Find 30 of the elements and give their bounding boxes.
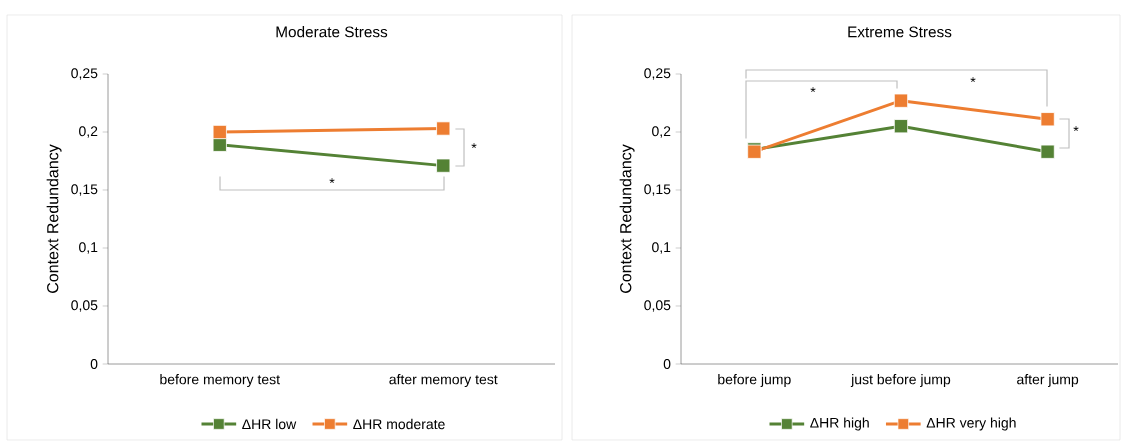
annotation: * [810, 87, 816, 93]
y-axis-title: Context Redundancy [46, 144, 62, 293]
annotation: * [329, 178, 335, 184]
legend-label: ΔHR moderate [353, 418, 445, 430]
y-tick-label: 0,15 [71, 184, 98, 196]
y-tick-label: 0,1 [79, 242, 98, 254]
x-tick-label: before memory test [160, 374, 280, 388]
y-tick-label: 0,1 [652, 242, 671, 254]
y-tick-label: 0,05 [644, 300, 671, 312]
y-tick-label: 0 [663, 359, 671, 369]
y-tick-label: 0,05 [71, 300, 98, 312]
annotation: * [1073, 126, 1079, 132]
chart-title: Moderate Stress [276, 26, 388, 38]
y-tick-label: 0,15 [644, 184, 671, 196]
x-tick-label: before jump [718, 374, 791, 388]
y-axis-title: Context Redundancy [619, 144, 635, 293]
chart-title: Extreme Stress [848, 26, 952, 38]
y-tick-label: 0,2 [79, 126, 98, 138]
x-tick-label: after memory test [389, 374, 498, 388]
y-tick-label: 0,25 [71, 68, 98, 80]
x-tick-label: after jump [1017, 374, 1079, 388]
legend-label: ΔHR very high [926, 417, 1016, 431]
y-tick-label: 0 [90, 359, 98, 369]
annotation: * [471, 143, 477, 149]
annotation: * [970, 77, 976, 83]
legend-label: ΔHR high [810, 417, 869, 431]
x-tick-label: just before jump [850, 374, 951, 388]
y-tick-label: 0,2 [652, 126, 671, 138]
y-tick-label: 0,25 [644, 68, 671, 80]
legend-label: ΔHR low [242, 418, 297, 430]
